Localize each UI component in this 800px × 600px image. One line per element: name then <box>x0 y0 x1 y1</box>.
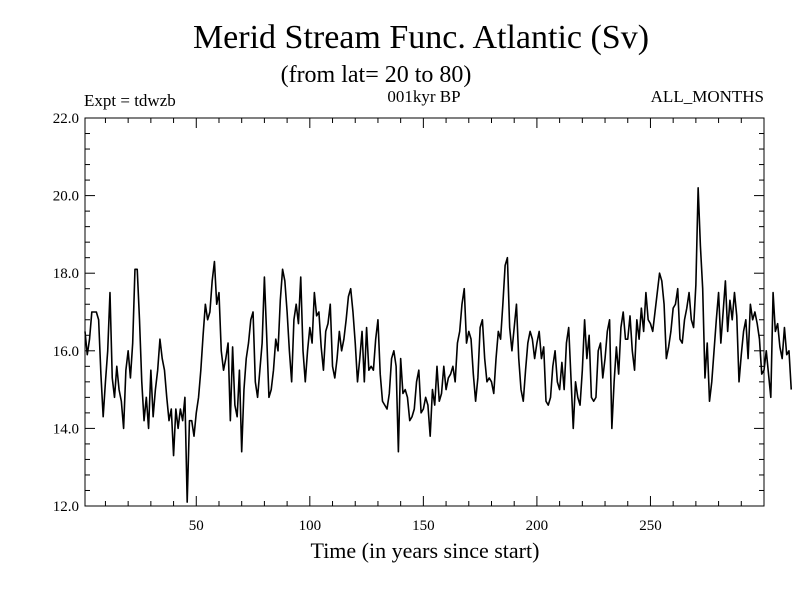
series-line <box>84 187 793 503</box>
y-tick-label: 12.0 <box>53 499 79 515</box>
x-axis-label: Time (in years since start) <box>311 538 540 563</box>
y-tick-label: 16.0 <box>53 344 79 360</box>
chart-subtitle: (from lat= 20 to 80) <box>281 62 472 88</box>
chart-title: Merid Stream Func. Atlantic (Sv) <box>193 19 649 56</box>
x-tick-label: 200 <box>526 518 549 534</box>
y-tick-label: 22.0 <box>53 111 79 127</box>
x-tick-label: 150 <box>412 518 435 534</box>
experiment-label: Expt = tdwzb <box>84 91 176 110</box>
series-layer <box>84 187 793 503</box>
y-tick-label: 18.0 <box>53 266 79 282</box>
y-axis: 12.0 14.0 16.0 18.0 20.0 22.0 <box>53 111 764 515</box>
x-tick-label: 50 <box>189 518 204 534</box>
x-axis: 50 100 150 200 250 <box>104 118 742 534</box>
months-label: ALL_MONTHS <box>651 87 764 106</box>
x-tick-label: 250 <box>639 518 662 534</box>
period-label: 001kyr BP <box>387 87 460 106</box>
x-tick-label: 100 <box>299 518 322 534</box>
plot-frame <box>84 117 765 507</box>
y-tick-label: 14.0 <box>53 421 79 437</box>
y-tick-label: 20.0 <box>53 189 79 205</box>
